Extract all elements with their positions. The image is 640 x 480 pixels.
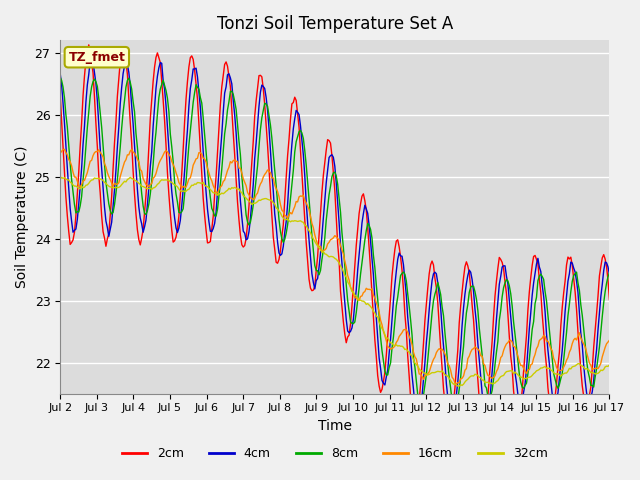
4cm	[605, 272, 613, 277]
Title: Tonzi Soil Temperature Set A: Tonzi Soil Temperature Set A	[217, 15, 453, 33]
X-axis label: Time: Time	[318, 419, 352, 433]
2cm	[284, 153, 291, 159]
32cm	[422, 371, 430, 377]
16cm	[56, 150, 64, 156]
8cm	[105, 201, 113, 206]
4cm	[440, 344, 447, 349]
Legend: 2cm, 4cm, 8cm, 16cm, 32cm: 2cm, 4cm, 8cm, 16cm, 32cm	[117, 442, 553, 465]
32cm	[69, 182, 77, 188]
16cm	[284, 216, 291, 221]
2cm	[605, 297, 613, 302]
32cm	[105, 183, 113, 189]
Line: 8cm: 8cm	[60, 77, 609, 406]
2cm	[445, 424, 453, 430]
Line: 16cm: 16cm	[60, 149, 609, 384]
8cm	[605, 270, 613, 276]
8cm	[421, 382, 429, 387]
8cm	[451, 403, 459, 408]
8cm	[282, 230, 290, 236]
2cm	[85, 42, 93, 48]
8cm	[56, 74, 64, 80]
2cm	[422, 301, 430, 307]
32cm	[605, 362, 613, 368]
2cm	[440, 386, 447, 392]
2cm	[348, 303, 356, 309]
4cm	[422, 340, 430, 346]
4cm	[348, 325, 356, 331]
16cm	[70, 174, 78, 180]
16cm	[422, 372, 430, 378]
32cm	[127, 174, 134, 180]
2cm	[69, 237, 77, 243]
8cm	[438, 304, 446, 310]
16cm	[348, 287, 356, 293]
Line: 2cm: 2cm	[60, 45, 609, 427]
32cm	[284, 216, 291, 222]
Line: 32cm: 32cm	[60, 177, 609, 386]
4cm	[69, 229, 77, 235]
16cm	[61, 146, 68, 152]
4cm	[105, 233, 113, 239]
Text: TZ_fmet: TZ_fmet	[68, 51, 125, 64]
2cm	[56, 90, 64, 96]
16cm	[452, 381, 460, 387]
8cm	[347, 319, 355, 325]
Line: 4cm: 4cm	[60, 60, 609, 424]
4cm	[56, 71, 64, 76]
32cm	[454, 383, 461, 389]
32cm	[440, 370, 447, 376]
Y-axis label: Soil Temperature (C): Soil Temperature (C)	[15, 145, 29, 288]
16cm	[440, 348, 447, 354]
2cm	[106, 213, 114, 219]
4cm	[448, 421, 456, 427]
8cm	[69, 189, 77, 195]
16cm	[106, 177, 114, 182]
32cm	[348, 288, 356, 294]
16cm	[605, 337, 613, 343]
4cm	[122, 57, 130, 63]
4cm	[284, 202, 291, 207]
32cm	[56, 176, 64, 182]
